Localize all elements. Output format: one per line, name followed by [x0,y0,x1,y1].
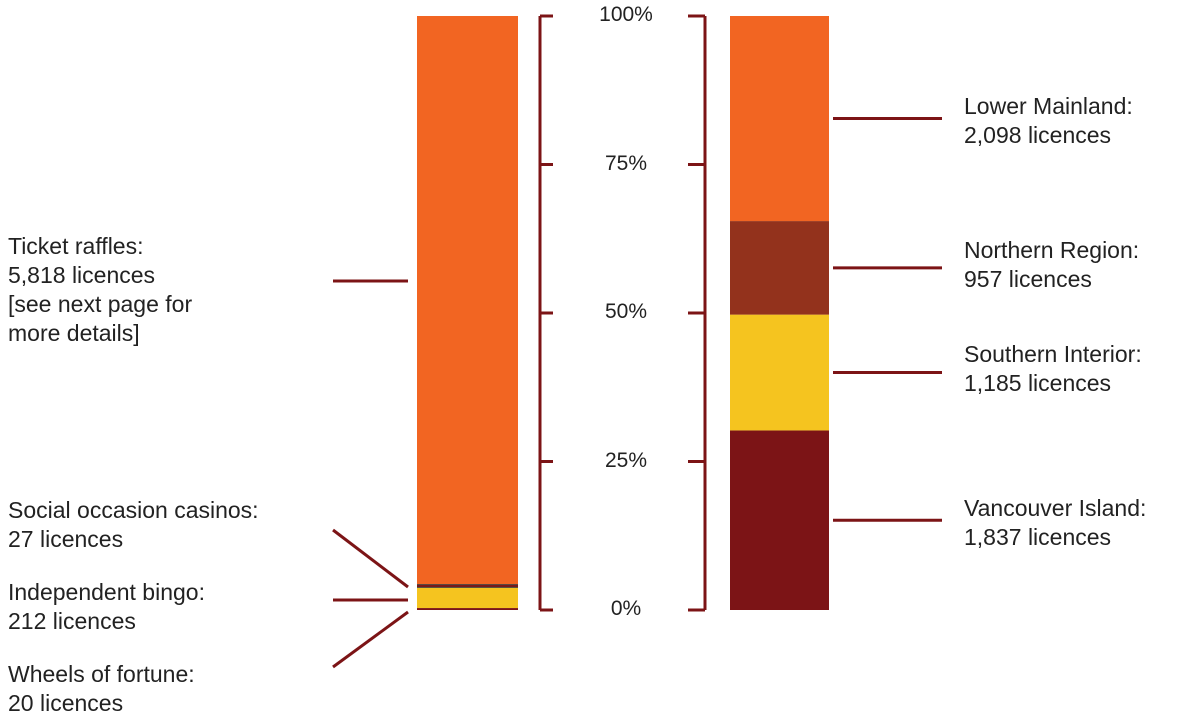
label-lower-mainland-count: 2,098 licences [964,122,1112,148]
label-northern-region: Northern Region: 957 licences [964,236,1139,294]
left-stacked-bar [417,16,518,610]
label-lower-mainland-title: Lower Mainland: [964,93,1133,119]
label-vancouver-island-title: Vancouver Island: [964,495,1147,521]
label-northern-region-count: 957 licences [964,266,1092,292]
label-lower-mainland: Lower Mainland: 2,098 licences [964,92,1133,150]
label-social-occasion-casinos-count: 27 licences [8,526,124,552]
connector-social-occasion-casinos [332,528,409,589]
label-ticket-raffles: Ticket raffles: 5,818 licences [see next… [8,232,192,348]
label-social-occasion-casinos: Social occasion casinos: 27 licences [8,496,259,554]
label-wheels-of-fortune-count: 20 licences [8,690,124,716]
left-bar-segment-raffles [417,16,518,585]
right-bar-segment-northern [730,221,829,315]
right-bar-segment-southern [730,314,829,431]
label-independent-bingo: Independent bingo: 212 licences [8,578,205,636]
label-connectors [332,117,942,669]
label-social-occasion-casinos-title: Social occasion casinos: [8,497,259,523]
right-stacked-bar [730,16,829,610]
tick-label: 100% [599,3,653,26]
label-wheels-of-fortune: Wheels of fortune: 20 licences [8,660,195,718]
label-southern-interior-title: Southern Interior: [964,341,1142,367]
tick-label: 25% [604,448,648,472]
label-independent-bingo-title: Independent bingo: [8,579,205,605]
tick-label: 0% [610,597,642,620]
label-wheels-of-fortune-title: Wheels of fortune: [8,661,195,687]
label-ticket-raffles-count: 5,818 licences [8,262,156,288]
label-northern-region-title: Northern Region: [964,237,1140,263]
axis-brackets [538,14,707,612]
left-bar-segment-casinos [417,584,518,588]
left-bar-segment-wheels [417,608,518,610]
label-ticket-raffles-title: Ticket raffles: [8,233,144,259]
connector-wheels-of-fortune [332,610,409,669]
label-ticket-raffles-note2: more details] [8,320,140,346]
right-bar-segment-lower [730,16,829,222]
label-vancouver-island: Vancouver Island: 1,837 licences [964,494,1146,552]
label-vancouver-island-count: 1,837 licences [964,524,1112,550]
tick-label: 75% [604,151,648,175]
left-bar-segment-bingo [417,587,518,609]
label-southern-interior: Southern Interior: 1,185 licences [964,340,1142,398]
label-ticket-raffles-note1: [see next page for [8,291,193,317]
tick-label: 50% [604,300,648,323]
right-bar-segment-vancouver [730,430,829,610]
label-southern-interior-count: 1,185 licences [964,370,1112,396]
label-independent-bingo-count: 212 licences [8,608,136,634]
